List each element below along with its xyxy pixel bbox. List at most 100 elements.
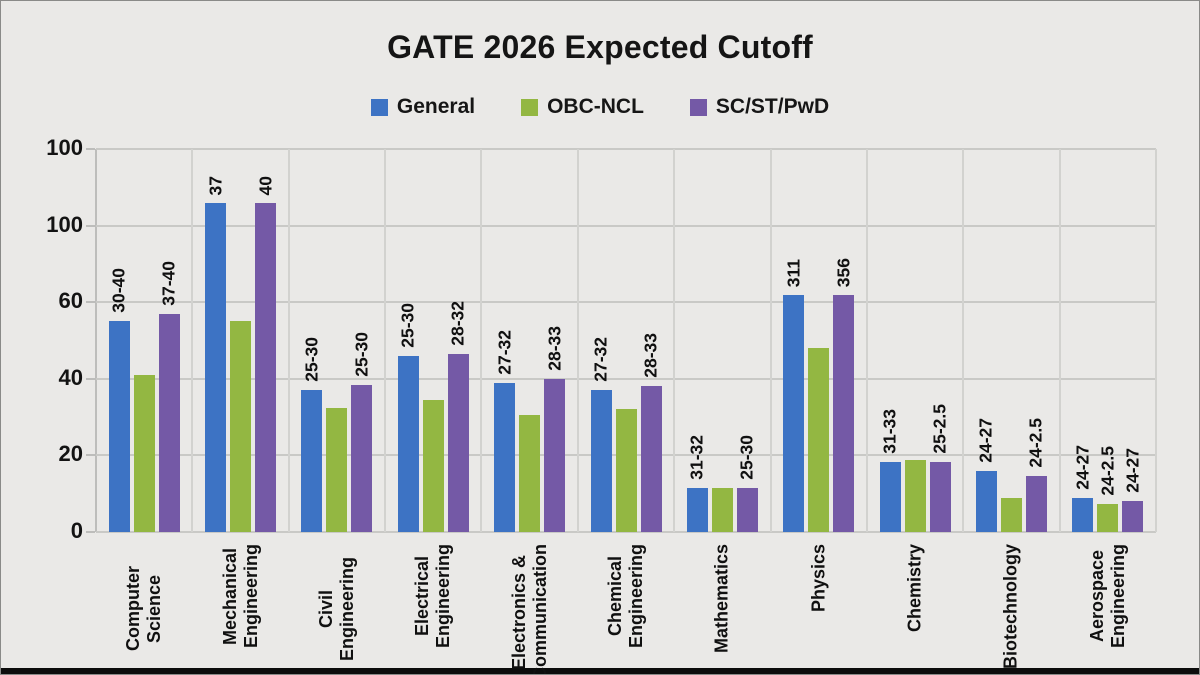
bar-obc-ncl-8 <box>905 460 926 532</box>
bar-obc-ncl-1 <box>230 321 251 532</box>
bar-general-0 <box>109 321 130 532</box>
bar-value-label: 25-30 <box>301 337 322 382</box>
bar-value-label: 37 <box>205 175 226 195</box>
bar-sc-st-pwd-4 <box>544 379 565 532</box>
bar-obc-ncl-5 <box>616 409 637 532</box>
legend-item: OBC-NCL <box>521 95 644 119</box>
gridline-vertical <box>1155 149 1157 532</box>
bar-value-label: 31-32 <box>686 435 707 480</box>
gridline-vertical <box>384 149 387 532</box>
gridline-horizontal <box>96 148 1156 150</box>
gridline-vertical <box>287 149 290 532</box>
bar-value-label: 24-27 <box>1122 448 1143 493</box>
bar-value-label: 27-32 <box>494 330 515 375</box>
bar-general-8 <box>880 462 901 532</box>
bar-general-9 <box>976 471 997 532</box>
legend-label: General <box>396 95 476 118</box>
bar-value-label: 40 <box>255 175 276 195</box>
y-axis-line <box>95 149 97 532</box>
chart-title: GATE 2026 Expected Cutoff <box>387 29 813 65</box>
bar-value-label: 24-27 <box>975 418 996 463</box>
gridline-vertical <box>769 149 772 532</box>
legend: General OBC-NCL SC/ST/PwD <box>1 95 1199 119</box>
bar-sc-st-pwd-8 <box>930 462 951 532</box>
bar-value-label: 30-40 <box>108 268 129 313</box>
gridline-vertical <box>962 149 965 532</box>
y-axis-tick <box>86 301 95 304</box>
x-axis-label: Aerospace Engineering <box>1087 544 1128 649</box>
x-axis-label: Mathematics <box>711 544 732 654</box>
gridline-vertical <box>865 149 868 532</box>
legend-item: SC/ST/PwD <box>689 95 830 119</box>
bar-sc-st-pwd-3 <box>448 354 469 532</box>
gridline-vertical <box>673 149 676 532</box>
legend-label: SC/ST/PwD <box>715 95 830 118</box>
bar-obc-ncl-3 <box>423 400 444 532</box>
bar-obc-ncl-4 <box>519 415 540 532</box>
legend-label: OBC-NCL <box>547 95 644 118</box>
bar-value-label: 356 <box>833 257 854 287</box>
x-axis-label: Civil Engineering <box>316 557 357 662</box>
x-axis-label: Chemistry <box>904 544 925 633</box>
bar-value-label: 31-33 <box>879 409 900 454</box>
bar-sc-st-pwd-0 <box>159 314 180 532</box>
y-axis-tick-label: 100 <box>46 135 83 160</box>
bar-general-5 <box>591 390 612 532</box>
gridline-vertical <box>576 149 579 532</box>
x-axis-label: Chemical Engineering <box>605 544 646 649</box>
y-axis-tick-label: 100 <box>46 211 83 237</box>
bar-value-label: 24-2.5 <box>1025 418 1046 468</box>
bar-general-4 <box>494 383 515 532</box>
gridline-vertical <box>480 149 483 532</box>
gridline-horizontal <box>96 531 1156 533</box>
bar-value-label: 28-33 <box>640 333 661 378</box>
y-axis-tick-label: 60 <box>58 288 83 314</box>
x-axis-label: Physics <box>808 544 829 613</box>
x-axis-label: Computer Science <box>123 566 164 652</box>
gridline-horizontal <box>96 377 1156 380</box>
y-axis-tick <box>86 531 95 533</box>
x-axis-label: Electronics & Communication <box>509 544 550 675</box>
bar-general-1 <box>205 203 226 532</box>
plot-area: 30-40 37-40 37 40 25-30 25-30 25-30 28-32 27-32 2… <box>86 148 1157 533</box>
bar-sc-st-pwd-5 <box>641 386 662 532</box>
bar-value-label: 37-40 <box>158 261 179 306</box>
x-axis-label: Electrical Engineering <box>412 544 453 649</box>
bottom-border-strip <box>1 668 1199 674</box>
bar-value-label: 25-2.5 <box>929 404 950 454</box>
bar-general-3 <box>398 356 419 532</box>
bar-obc-ncl-7 <box>808 348 829 532</box>
bar-obc-ncl-10 <box>1097 504 1118 532</box>
bar-sc-st-pwd-9 <box>1026 476 1047 532</box>
bar-value-label: 24-2.5 <box>1097 446 1118 496</box>
bar-value-label: 25-30 <box>736 435 757 480</box>
bar-value-label: 25-30 <box>397 303 418 348</box>
gridline-horizontal <box>96 301 1156 304</box>
x-axis-label: Biotechnology <box>1000 544 1021 669</box>
y-axis-tick <box>86 148 95 150</box>
legend-swatch-obc-ncl <box>521 98 539 116</box>
bar-value-label: 311 <box>783 258 804 287</box>
bar-value-label: 25-30 <box>351 332 372 377</box>
legend-swatch-sc-st-pwd <box>689 98 707 116</box>
bar-general-10 <box>1072 498 1093 532</box>
bar-general-7 <box>783 295 804 532</box>
bar-general-2 <box>301 390 322 532</box>
y-axis-tick-label: 20 <box>58 441 83 467</box>
bar-sc-st-pwd-2 <box>351 385 372 532</box>
y-axis-tick <box>86 377 95 380</box>
y-axis-tick-label: 40 <box>58 364 83 390</box>
legend-item: General <box>370 95 476 119</box>
bar-obc-ncl-2 <box>326 408 347 532</box>
bar-value-label: 27-32 <box>590 337 611 382</box>
gridline-vertical <box>191 149 194 532</box>
gridline-horizontal <box>96 224 1156 227</box>
legend-swatch-general <box>370 98 388 116</box>
bar-sc-st-pwd-1 <box>255 203 276 532</box>
gridline-vertical <box>1058 149 1061 532</box>
bar-sc-st-pwd-10 <box>1122 501 1143 532</box>
y-axis-tick <box>86 224 95 227</box>
bar-value-label: 28-33 <box>544 326 565 371</box>
bar-sc-st-pwd-7 <box>833 295 854 532</box>
